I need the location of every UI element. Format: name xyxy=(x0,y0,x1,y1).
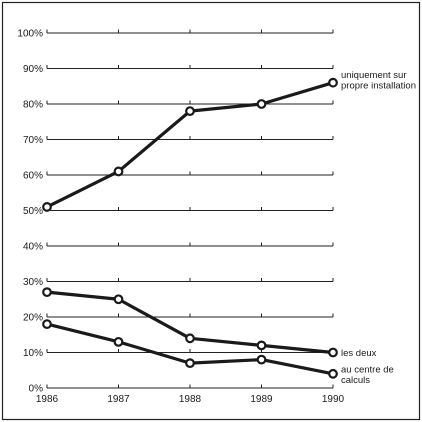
y-tick-label: 0% xyxy=(29,384,44,395)
series-label: les deux xyxy=(341,348,377,359)
y-tick-label: 70% xyxy=(23,135,43,146)
y-tick-label: 90% xyxy=(23,64,43,75)
y-axis-tick-labels: 0% 10% 20% 30% 40% 50% 60% 70% 80% 90% 100% xyxy=(17,29,43,395)
data-point xyxy=(185,333,195,344)
data-point xyxy=(328,347,338,358)
data-point xyxy=(256,340,267,351)
data-point xyxy=(113,166,124,177)
y-tick-label: 10% xyxy=(23,348,43,359)
series-label: calculs xyxy=(341,375,370,386)
gridlines xyxy=(46,29,334,389)
data-point xyxy=(42,287,52,298)
x-tick-label: 1988 xyxy=(179,394,202,405)
y-tick-label: 20% xyxy=(23,313,43,324)
x-tick-label: 1986 xyxy=(36,394,59,405)
data-point xyxy=(328,77,338,88)
series-lines xyxy=(42,77,338,379)
series-label: au centre de xyxy=(341,364,394,375)
data-point xyxy=(185,358,195,369)
series-label: propre installation xyxy=(341,81,416,92)
data-point xyxy=(42,202,52,212)
data-point xyxy=(185,106,195,116)
data-point xyxy=(113,336,124,347)
x-axis-tick-labels: 1986 1987 1988 1989 1990 xyxy=(36,394,345,405)
x-tick-label: 1990 xyxy=(322,394,345,405)
data-point xyxy=(256,354,267,365)
data-point xyxy=(113,294,124,305)
x-tick-label: 1987 xyxy=(107,394,130,405)
series-label: uniquement sur xyxy=(341,70,406,81)
y-tick-label: 80% xyxy=(23,100,43,111)
y-tick-label: 50% xyxy=(23,206,43,217)
y-tick-label: 40% xyxy=(23,242,43,253)
y-tick-label: 100% xyxy=(17,29,43,40)
x-tick-label: 1989 xyxy=(250,394,273,405)
y-tick-label: 60% xyxy=(23,171,43,182)
y-tick-label: 30% xyxy=(23,277,43,288)
data-point xyxy=(42,319,52,330)
series-line xyxy=(46,290,334,355)
data-point xyxy=(256,99,267,109)
data-point xyxy=(328,368,338,379)
